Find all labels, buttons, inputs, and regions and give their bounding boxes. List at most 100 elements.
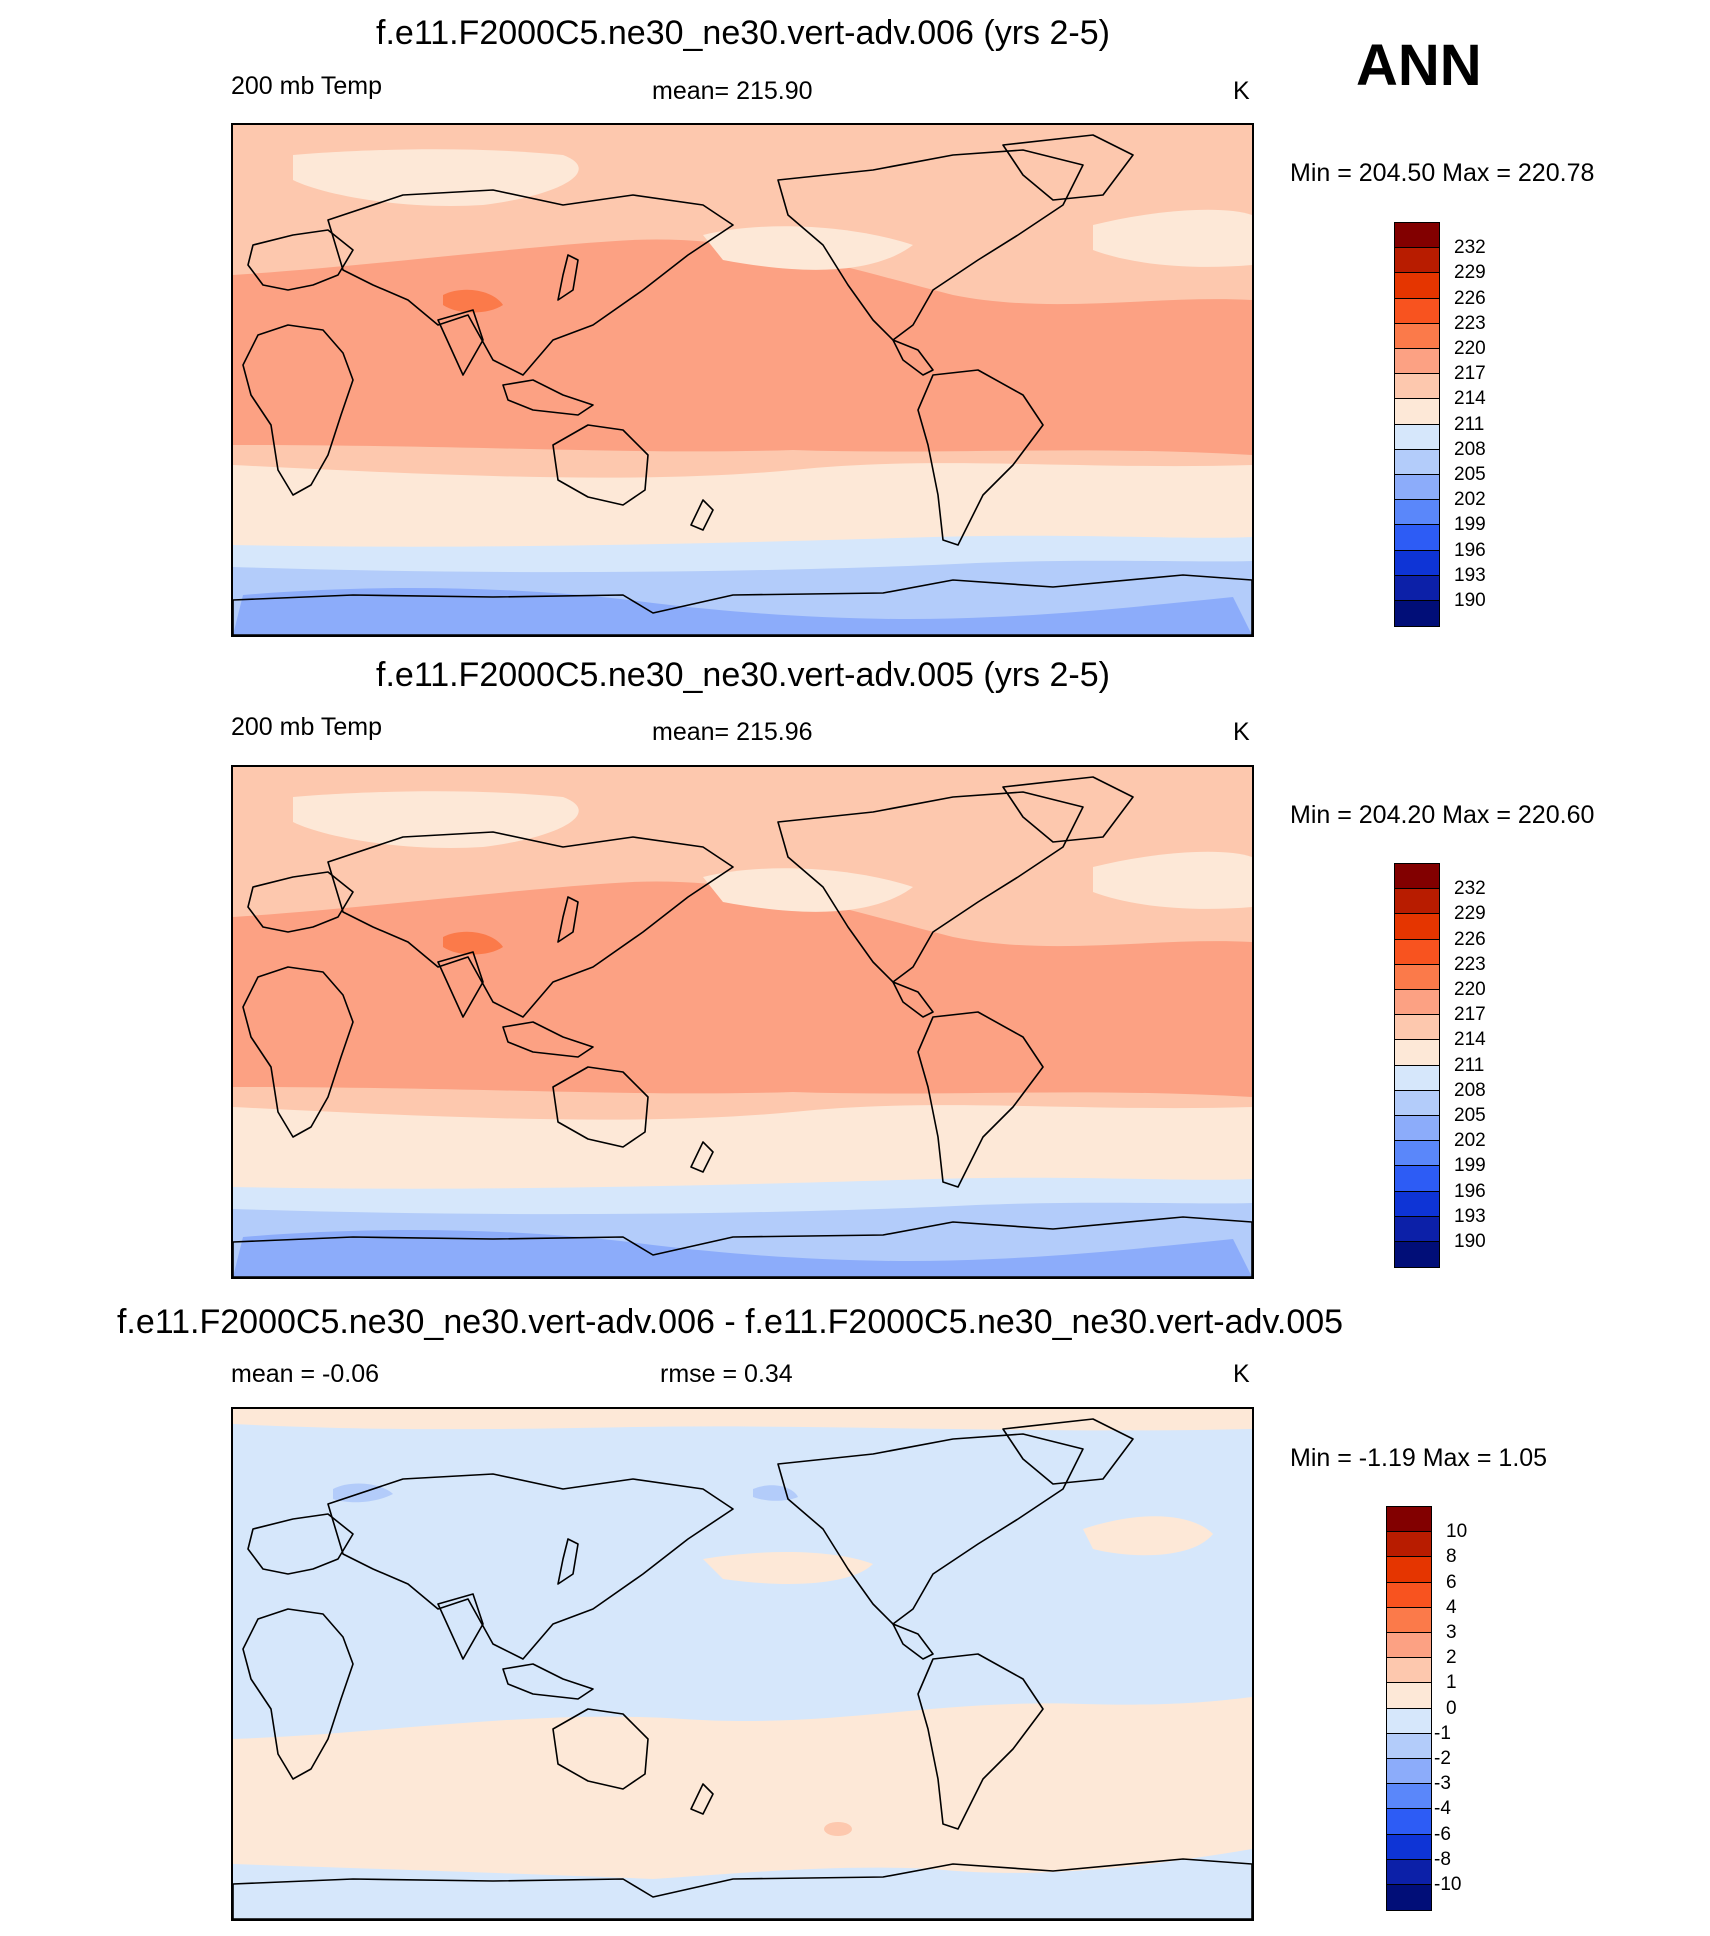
panel-2-variable-label: 200 mb Temp	[231, 713, 383, 741]
colorbar-tick-label: 6	[1446, 1571, 1457, 1593]
panel-1-map	[231, 123, 1254, 637]
colorbar-swatch	[1386, 1556, 1432, 1584]
panel-1-mean-label: mean= 215.90	[652, 77, 813, 105]
colorbar-swatch	[1386, 1657, 1432, 1684]
colorbar-swatch	[1394, 398, 1440, 426]
coastline	[247, 229, 354, 291]
colorbar-swatch	[1394, 888, 1440, 915]
colorbar-swatch	[1386, 1884, 1432, 1911]
colorbar-swatch	[1394, 297, 1440, 325]
colorbar-swatch	[1386, 1833, 1432, 1861]
coastline	[242, 1608, 354, 1780]
contour-band-pacific-cream	[703, 226, 913, 270]
panel-3-units-label: K	[1233, 1360, 1250, 1388]
coastline	[247, 871, 354, 933]
coastline	[917, 1011, 1044, 1188]
colorbar-tick-label: 196	[1454, 539, 1486, 561]
colorbar-tick-label: 214	[1454, 388, 1486, 410]
panel-2-contour-field	[233, 767, 1252, 1277]
colorbar-tick-label: 8	[1446, 1546, 1457, 1568]
contour-band-pacific-cream	[703, 868, 913, 912]
contour-band-south-cream	[233, 1697, 1252, 1879]
colorbar-tick-label: 226	[1454, 928, 1486, 950]
colorbar-swatch	[1394, 524, 1440, 552]
panel-3-minmax-label: Min = -1.19 Max = 1.05	[1290, 1444, 1548, 1472]
coastline	[690, 1783, 714, 1815]
colorbar-swatch	[1386, 1707, 1432, 1735]
colorbar-tick-label: 190	[1454, 590, 1486, 611]
colorbar-swatch	[1394, 863, 1440, 890]
colorbar-tick-label: 1	[1446, 1672, 1457, 1694]
coastline	[690, 1141, 714, 1173]
contour-band-north-cream	[293, 791, 579, 848]
coastline	[777, 1433, 1084, 1625]
colorbar-swatch	[1394, 1089, 1440, 1117]
colorbar-swatch	[1394, 348, 1440, 375]
colorbar-tick-label: 3	[1446, 1622, 1457, 1643]
panel-1-units-label: K	[1233, 77, 1250, 105]
colorbar-swatch	[1394, 474, 1440, 501]
colorbar-swatch	[1394, 1190, 1440, 1218]
colorbar-tick-label: -6	[1434, 1823, 1451, 1845]
colorbar-tick-label: 199	[1454, 514, 1486, 536]
colorbar-swatch	[1394, 549, 1440, 577]
colorbar-swatch	[1386, 1581, 1432, 1609]
colorbar-swatch	[1394, 499, 1440, 526]
colorbar-tick-label: 217	[1454, 1004, 1486, 1026]
colorbar-swatch	[1394, 222, 1440, 249]
colorbar-tick-label: 4	[1446, 1596, 1457, 1618]
colorbar-tick-label: 229	[1454, 262, 1486, 284]
contour-band-atlantic-cream	[1093, 851, 1252, 909]
colorbar-swatch	[1394, 247, 1440, 274]
colorbar-swatch	[1394, 1215, 1440, 1243]
coastline	[437, 1593, 484, 1660]
coastline	[552, 424, 649, 506]
colorbar-tick-label: 214	[1454, 1029, 1486, 1051]
colorbar-tick-label: -4	[1434, 1798, 1451, 1820]
coastline	[502, 1021, 594, 1058]
panel-2-units-label: K	[1233, 718, 1250, 746]
panel-2-minmax-label: Min = 204.20 Max = 220.60	[1290, 801, 1595, 829]
colorbar-tick-label: 211	[1454, 1054, 1485, 1076]
colorbar-swatch	[1394, 1014, 1440, 1041]
coastline	[502, 1663, 594, 1700]
coastline	[242, 966, 354, 1138]
contour-band-orange	[443, 289, 503, 313]
panel-3-mean-label: mean = -0.06	[231, 1360, 380, 1388]
coastline	[690, 499, 714, 531]
colorbar-swatch	[1386, 1682, 1432, 1710]
colorbar-swatch	[1394, 989, 1440, 1016]
colorbar-swatch	[1394, 938, 1440, 966]
panel-3-map	[231, 1407, 1254, 1921]
colorbar-swatch	[1394, 1241, 1440, 1268]
contour-band-south-polar	[233, 1230, 1252, 1277]
colorbar-swatch	[1386, 1808, 1432, 1836]
colorbar-swatch	[1394, 373, 1440, 400]
colorbar-tick-label: 196	[1454, 1180, 1486, 1202]
panel-3-title: f.e11.F2000C5.ne30_ne30.vert-adv.006 - f…	[116, 1303, 1344, 1341]
colorbar-tick-label: 232	[1454, 878, 1486, 900]
colorbar-tick-label: -1	[1434, 1722, 1451, 1744]
coastline	[892, 1623, 934, 1660]
panel-3-rmse-label: rmse = 0.34	[660, 1360, 793, 1388]
colorbar-tick-label: -3	[1434, 1773, 1451, 1795]
coastline	[557, 896, 579, 943]
colorbar-swatch	[1394, 1064, 1440, 1092]
colorbar-tick-label: -8	[1434, 1848, 1451, 1870]
colorbar-tick-label: 193	[1454, 1205, 1486, 1227]
coastline	[892, 981, 934, 1018]
coastline	[917, 1653, 1044, 1830]
panel-3-contour-field	[233, 1409, 1252, 1919]
panel-1-contour-field	[233, 125, 1252, 635]
colorbar-swatch	[1394, 1165, 1440, 1193]
colorbar-tick-label: 223	[1454, 953, 1486, 975]
panel-1-variable-label: 200 mb Temp	[231, 72, 383, 100]
contour-band-salmon	[233, 239, 1252, 455]
colorbar-swatch	[1394, 1039, 1440, 1067]
coastline	[437, 309, 484, 376]
panel-1-minmax-label: Min = 204.50 Max = 220.78	[1290, 159, 1595, 187]
panel-2-map	[231, 765, 1254, 1279]
colorbar-tick-label: 10	[1446, 1521, 1468, 1543]
colorbar-swatch	[1386, 1758, 1432, 1785]
colorbar-tick-label: 208	[1454, 1079, 1486, 1101]
